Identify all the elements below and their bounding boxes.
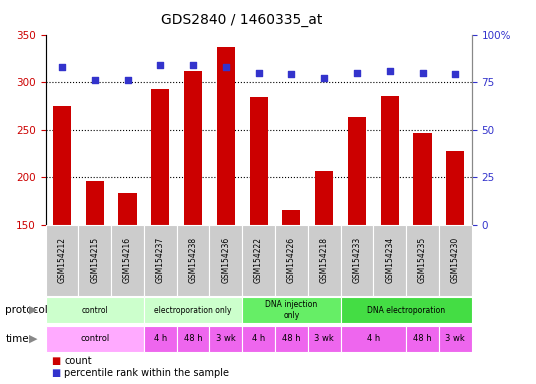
Bar bbox=[439, 225, 472, 296]
Bar bbox=[340, 297, 472, 323]
Bar bbox=[242, 225, 275, 296]
Point bbox=[156, 62, 165, 68]
Text: protocol: protocol bbox=[5, 305, 48, 315]
Text: control: control bbox=[80, 334, 109, 343]
Text: 3 wk: 3 wk bbox=[445, 334, 465, 343]
Bar bbox=[413, 133, 431, 225]
Bar bbox=[46, 326, 144, 352]
Text: ■: ■ bbox=[51, 367, 60, 377]
Text: GSM154238: GSM154238 bbox=[189, 237, 198, 283]
Text: DNA electroporation: DNA electroporation bbox=[367, 306, 445, 314]
Bar bbox=[144, 225, 177, 296]
Bar bbox=[86, 181, 104, 225]
Bar bbox=[144, 297, 242, 323]
Point bbox=[221, 64, 230, 70]
Bar bbox=[315, 171, 333, 225]
Text: GSM154230: GSM154230 bbox=[451, 237, 460, 283]
Bar bbox=[184, 71, 202, 225]
Text: 3 wk: 3 wk bbox=[216, 334, 236, 343]
Text: GDS2840 / 1460335_at: GDS2840 / 1460335_at bbox=[160, 13, 322, 27]
Point bbox=[123, 77, 132, 83]
Bar bbox=[348, 117, 366, 225]
Text: electroporation only: electroporation only bbox=[154, 306, 232, 314]
Bar bbox=[118, 193, 137, 225]
Text: GSM154226: GSM154226 bbox=[287, 237, 296, 283]
Bar bbox=[144, 326, 177, 352]
Bar bbox=[177, 225, 210, 296]
Text: GSM154235: GSM154235 bbox=[418, 237, 427, 283]
Bar bbox=[406, 326, 439, 352]
Bar bbox=[242, 326, 275, 352]
Text: time: time bbox=[5, 334, 29, 344]
Text: ■: ■ bbox=[51, 356, 60, 366]
Bar bbox=[340, 225, 374, 296]
Text: GSM154222: GSM154222 bbox=[254, 237, 263, 283]
Point bbox=[320, 75, 329, 81]
Text: count: count bbox=[64, 356, 92, 366]
Bar bbox=[340, 326, 406, 352]
Bar bbox=[250, 97, 267, 225]
Text: percentile rank within the sample: percentile rank within the sample bbox=[64, 367, 229, 377]
Text: 48 h: 48 h bbox=[413, 334, 432, 343]
Text: DNA injection
only: DNA injection only bbox=[265, 300, 317, 320]
Point bbox=[385, 68, 394, 74]
Text: GSM154234: GSM154234 bbox=[385, 237, 394, 283]
Bar bbox=[242, 297, 340, 323]
Bar bbox=[151, 89, 169, 225]
Text: 4 h: 4 h bbox=[252, 334, 265, 343]
Point bbox=[91, 77, 99, 83]
Text: 3 wk: 3 wk bbox=[314, 334, 334, 343]
Text: GSM154216: GSM154216 bbox=[123, 237, 132, 283]
Bar bbox=[46, 225, 78, 296]
Bar bbox=[308, 225, 340, 296]
Bar bbox=[177, 326, 210, 352]
Text: GSM154218: GSM154218 bbox=[319, 237, 329, 283]
Bar bbox=[308, 326, 340, 352]
Text: GSM154236: GSM154236 bbox=[221, 237, 230, 283]
Bar bbox=[210, 326, 242, 352]
Bar bbox=[282, 210, 300, 225]
Text: ▶: ▶ bbox=[29, 334, 38, 344]
Bar bbox=[53, 106, 71, 225]
Text: 48 h: 48 h bbox=[184, 334, 203, 343]
Bar bbox=[275, 225, 308, 296]
Text: control: control bbox=[81, 306, 108, 314]
Bar bbox=[78, 225, 111, 296]
Bar bbox=[275, 326, 308, 352]
Text: 48 h: 48 h bbox=[282, 334, 301, 343]
Point bbox=[353, 70, 361, 76]
Text: 4 h: 4 h bbox=[154, 334, 167, 343]
Bar bbox=[406, 225, 439, 296]
Bar bbox=[210, 225, 242, 296]
Point bbox=[451, 71, 459, 78]
Text: GSM154233: GSM154233 bbox=[353, 237, 361, 283]
Point bbox=[189, 62, 197, 68]
Point bbox=[254, 70, 263, 76]
Text: GSM154237: GSM154237 bbox=[156, 237, 165, 283]
Bar bbox=[439, 326, 472, 352]
Bar bbox=[446, 151, 464, 225]
Bar bbox=[46, 297, 144, 323]
Bar bbox=[217, 47, 235, 225]
Bar bbox=[111, 225, 144, 296]
Bar bbox=[374, 225, 406, 296]
Text: 4 h: 4 h bbox=[367, 334, 380, 343]
Text: GSM154212: GSM154212 bbox=[57, 237, 66, 283]
Text: GSM154215: GSM154215 bbox=[90, 237, 99, 283]
Point bbox=[287, 71, 296, 78]
Point bbox=[418, 70, 427, 76]
Point bbox=[58, 64, 66, 70]
Bar bbox=[381, 96, 399, 225]
Text: ▶: ▶ bbox=[29, 305, 38, 315]
